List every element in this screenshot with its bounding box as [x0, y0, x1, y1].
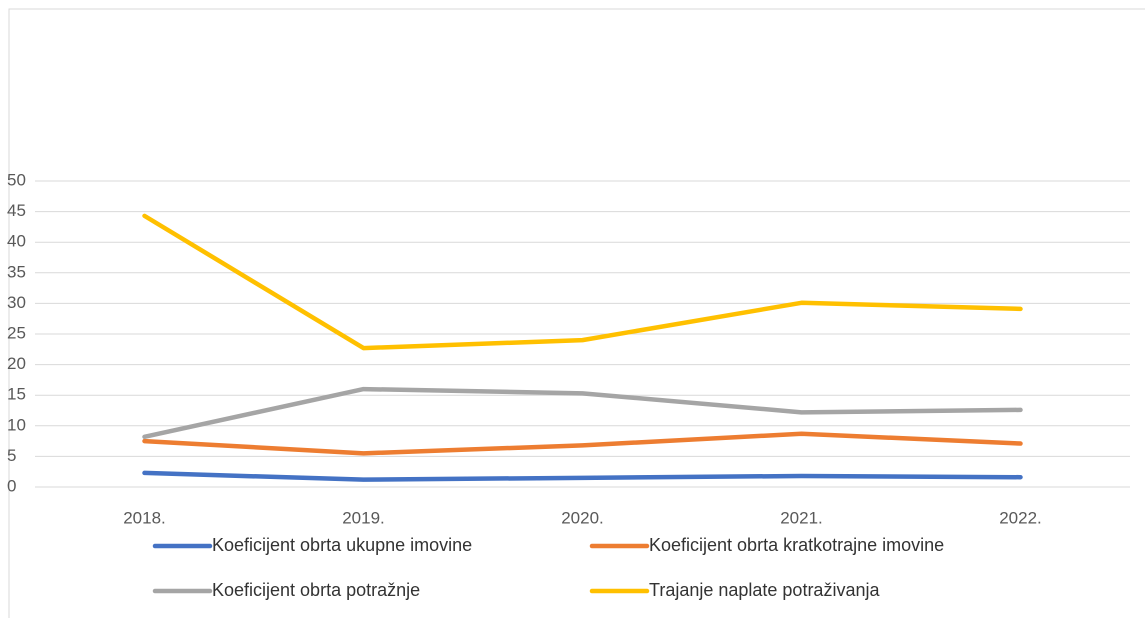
- y-tick-label: 45: [7, 201, 26, 220]
- x-tick-label: 2018.: [123, 508, 166, 527]
- x-tick-label: 2019.: [342, 508, 385, 527]
- series-line: [142, 470, 1023, 482]
- y-tick-label: 35: [7, 262, 26, 281]
- y-tick-label: 30: [7, 293, 26, 312]
- y-tick-label: 15: [7, 385, 26, 404]
- y-tick-label: 20: [7, 354, 26, 373]
- y-tick-label: 10: [7, 415, 26, 434]
- series-line: [142, 431, 1023, 456]
- y-tick-label: 50: [7, 170, 26, 189]
- x-tick-label: 2020.: [561, 508, 604, 527]
- legend-label: Koeficijent obrta ukupne imovine: [212, 535, 472, 555]
- legend-label: Koeficijent obrta potražnje: [212, 580, 420, 600]
- y-tick-label: 25: [7, 323, 26, 342]
- x-tick-label: 2021.: [780, 508, 823, 527]
- legend-label: Koeficijent obrta kratkotrajne imovine: [649, 535, 944, 555]
- x-tick-label: 2022.: [999, 508, 1042, 527]
- series-line: [142, 386, 1023, 440]
- y-tick-label: 0: [7, 476, 16, 495]
- series-line: [142, 213, 1023, 351]
- legend-label: Trajanje naplate potraživanja: [649, 580, 880, 600]
- chart-frame: [8, 8, 1145, 618]
- y-tick-label: 40: [7, 232, 26, 251]
- y-tick-label: 5: [7, 446, 16, 465]
